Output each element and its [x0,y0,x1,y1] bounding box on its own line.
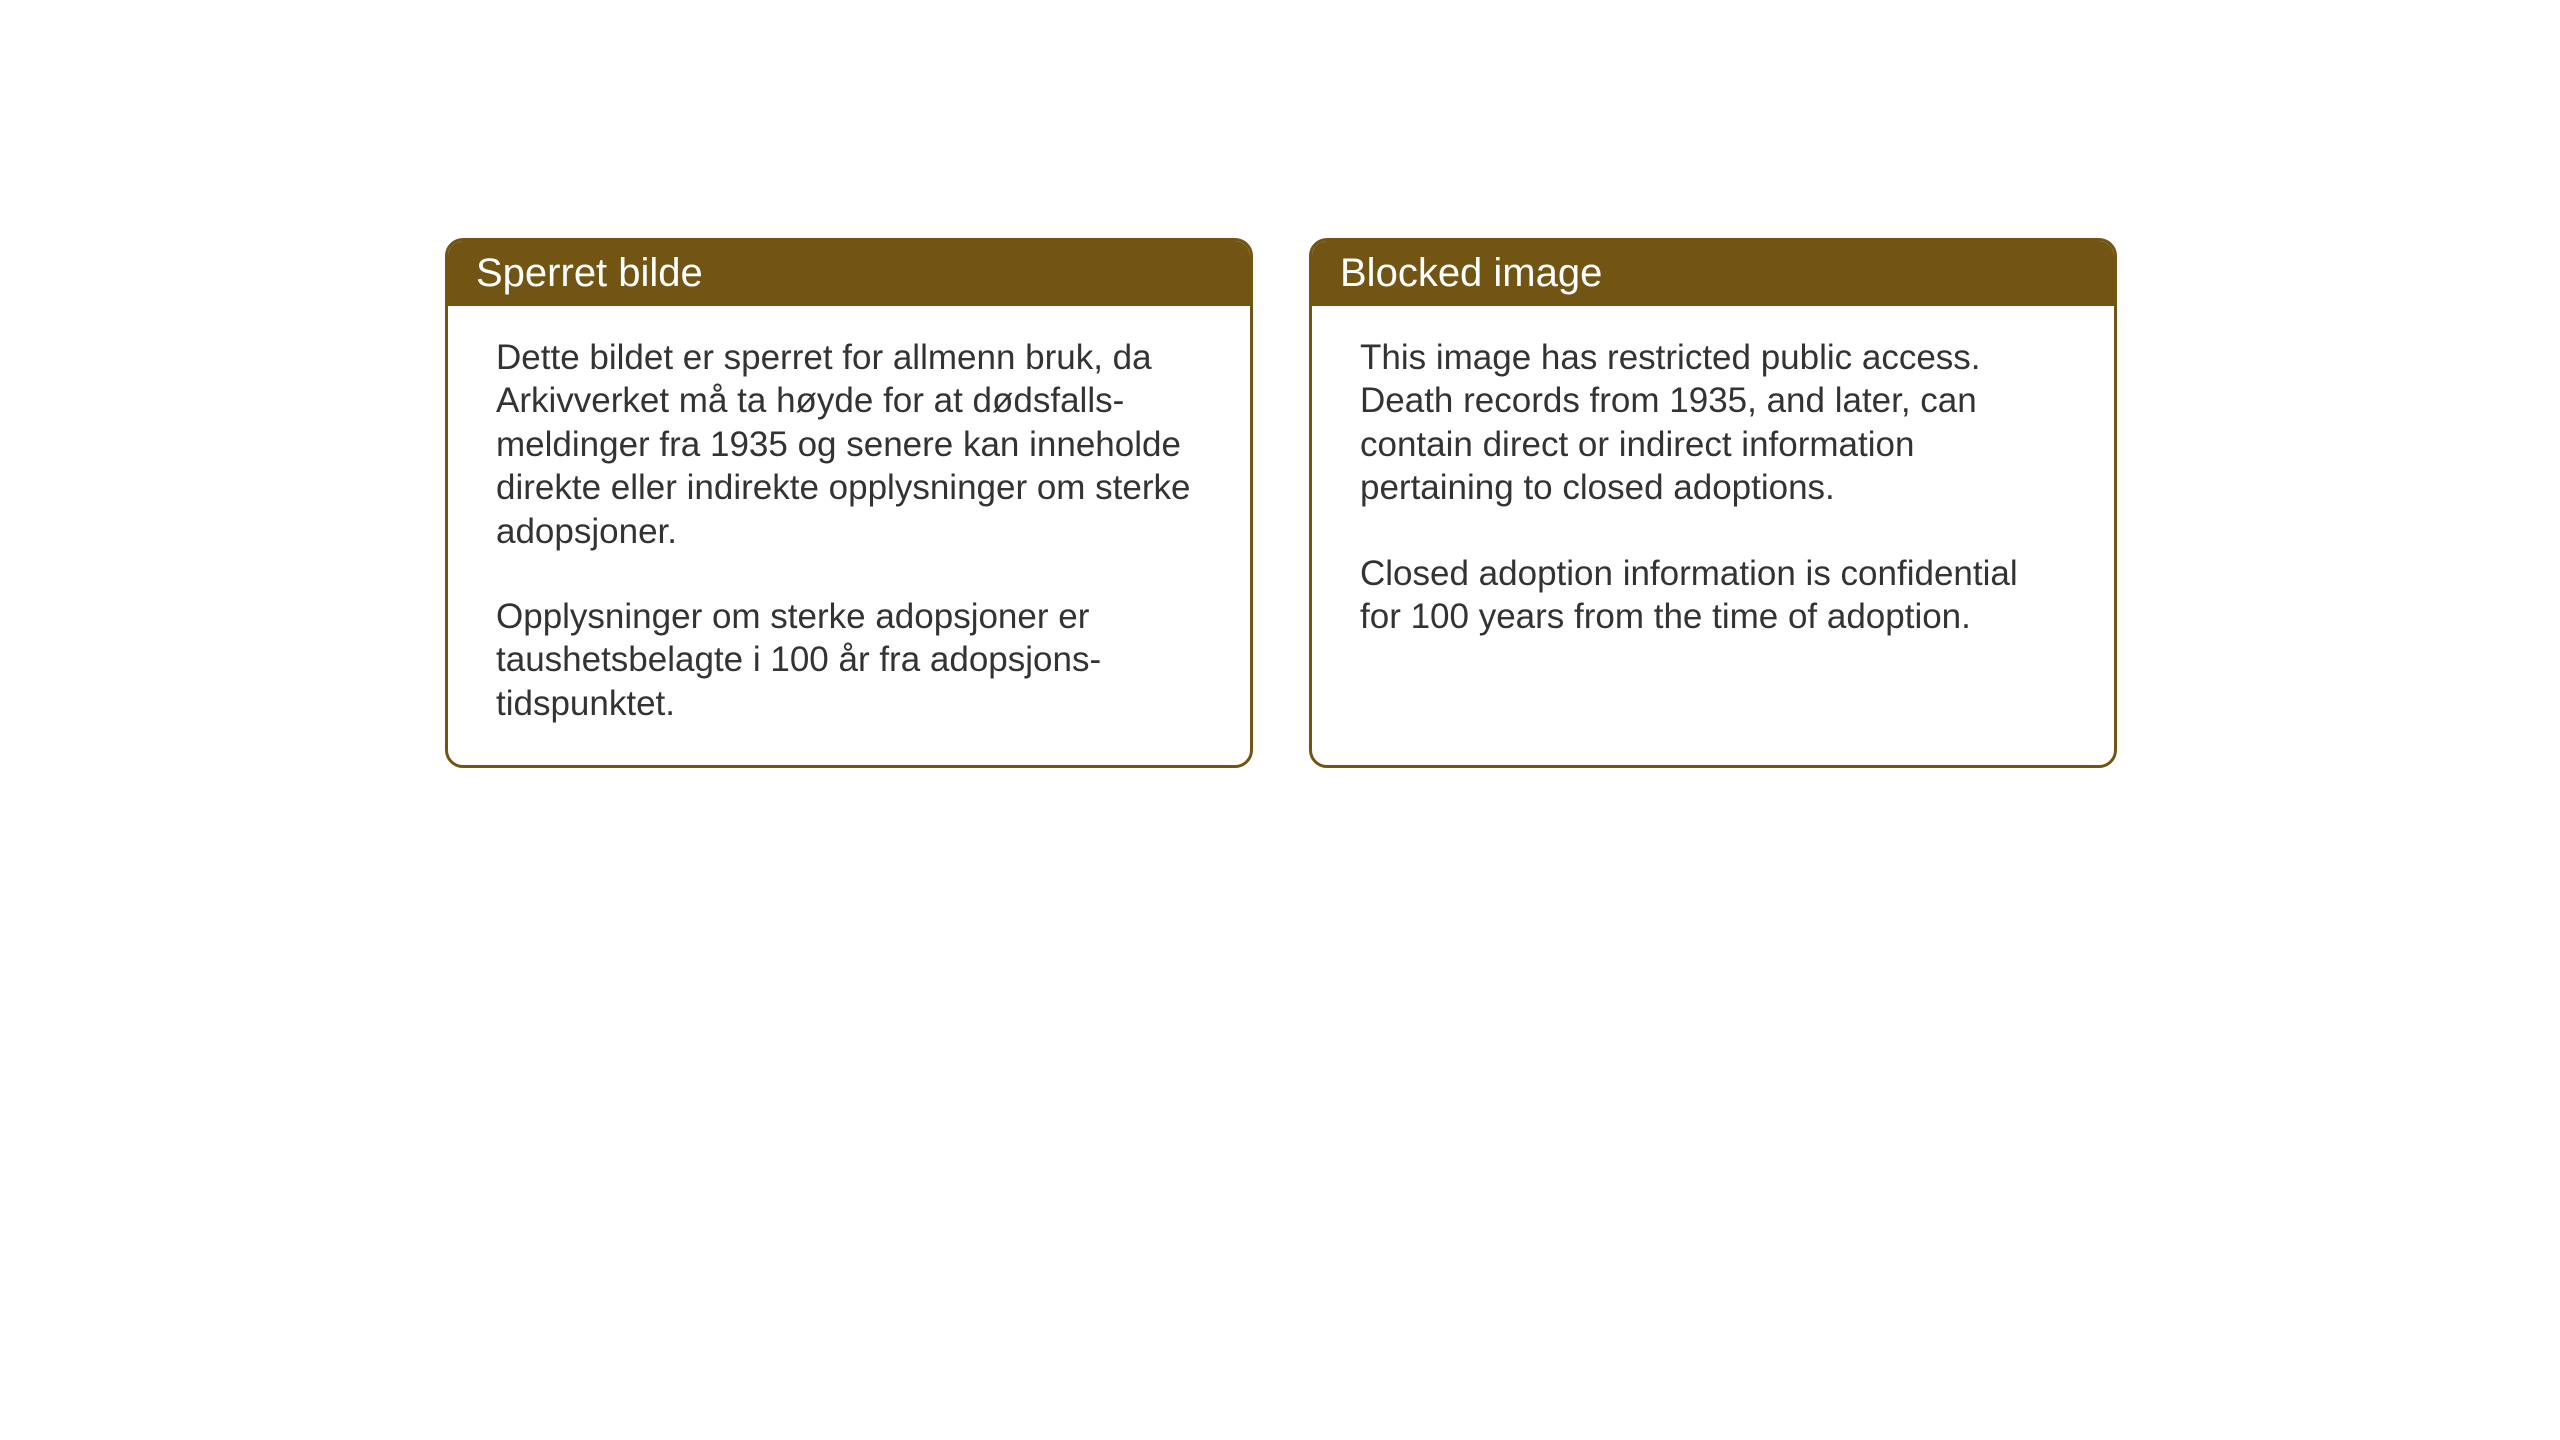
english-card: Blocked image This image has restricted … [1309,238,2117,768]
english-paragraph-1: This image has restricted public access.… [1360,336,2066,510]
english-card-body: This image has restricted public access.… [1312,306,2114,746]
norwegian-card-title: Sperret bilde [448,241,1250,306]
norwegian-card-body: Dette bildet er sperret for allmenn bruk… [448,306,1250,765]
english-paragraph-2: Closed adoption information is confident… [1360,552,2066,639]
norwegian-paragraph-1: Dette bildet er sperret for allmenn bruk… [496,336,1202,553]
norwegian-card: Sperret bilde Dette bildet er sperret fo… [445,238,1253,768]
norwegian-paragraph-2: Opplysninger om sterke adopsjoner er tau… [496,595,1202,725]
cards-container: Sperret bilde Dette bildet er sperret fo… [445,238,2117,768]
english-card-title: Blocked image [1312,241,2114,306]
